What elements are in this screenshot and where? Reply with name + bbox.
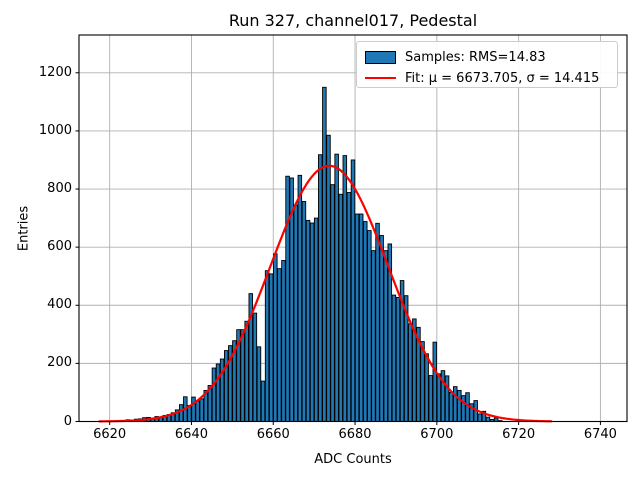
histogram-bar xyxy=(363,221,368,422)
x-tick-label: 6720 xyxy=(502,427,536,442)
histogram-bar xyxy=(277,268,282,422)
histogram-bar xyxy=(477,413,483,422)
y-tick-label: 800 xyxy=(47,181,72,197)
histogram-bar xyxy=(420,341,425,422)
histogram-bar xyxy=(293,204,298,422)
histogram-bar xyxy=(211,367,217,422)
histogram-bar xyxy=(448,391,454,422)
fit-line-icon xyxy=(365,77,396,79)
histogram-bar xyxy=(457,389,462,422)
y-tick-label: 1000 xyxy=(38,122,72,138)
histogram-bar xyxy=(264,270,270,422)
histogram-bar xyxy=(461,395,466,422)
histogram-bar xyxy=(223,350,229,422)
histogram-bar xyxy=(318,154,323,422)
histogram-bar xyxy=(285,175,290,422)
x-tick-label: 6660 xyxy=(256,427,290,442)
histogram-bar xyxy=(305,219,311,422)
x-tick-label: 6740 xyxy=(583,427,617,442)
fit-legend-label: Fit: μ = 6673.705, σ = 14.415 xyxy=(405,70,600,86)
histogram-bar xyxy=(371,250,376,422)
histogram-bar xyxy=(273,253,278,422)
histogram-bar xyxy=(395,296,401,422)
y-tick-label: 400 xyxy=(47,297,72,313)
histogram-bar xyxy=(309,222,315,422)
histogram-bar xyxy=(252,312,258,422)
histogram-bar xyxy=(367,230,372,422)
histogram-bar xyxy=(391,294,397,422)
histogram-bar xyxy=(240,329,245,422)
histogram-bar xyxy=(256,346,262,422)
y-tick-label: 1200 xyxy=(38,64,72,80)
histogram-bar xyxy=(330,184,335,422)
x-tick-label: 6620 xyxy=(93,427,127,442)
x-tick-label: 6680 xyxy=(338,427,372,442)
histogram-bar xyxy=(485,416,491,422)
histogram-bar xyxy=(260,380,266,422)
histogram-bar xyxy=(375,222,380,422)
histogram-bar xyxy=(219,358,225,422)
histogram-bar xyxy=(346,192,352,422)
histogram-bar xyxy=(199,398,204,422)
histogram-bar xyxy=(424,353,429,422)
chart-title: Run 327, channel017, Pedestal xyxy=(228,11,478,30)
fit-curve xyxy=(98,164,553,423)
samples-swatch-icon xyxy=(365,50,396,64)
histogram-bar xyxy=(334,153,339,422)
axes-frame xyxy=(78,34,628,423)
histogram-bar xyxy=(322,86,327,422)
legend-row-samples: Samples: RMS=14.83 xyxy=(365,47,617,67)
histogram-bar xyxy=(432,341,438,422)
histogram-bar xyxy=(338,193,343,422)
histogram-bar xyxy=(268,273,274,422)
histogram-bar xyxy=(301,201,307,422)
histogram-bar xyxy=(215,363,221,422)
histogram-bar xyxy=(436,373,442,422)
histogram-bar xyxy=(428,375,433,422)
histogram-bar xyxy=(452,386,458,422)
x-tick-label: 6640 xyxy=(174,427,208,442)
histogram-bar xyxy=(358,213,364,422)
histogram-bar xyxy=(191,396,196,422)
histogram-bar xyxy=(354,213,360,422)
legend: Samples: RMS=14.83 Fit: μ = 6673.705, σ … xyxy=(356,41,618,88)
histogram-bar xyxy=(444,375,450,422)
histogram-bar xyxy=(178,404,184,422)
histogram-bar xyxy=(383,250,388,422)
y-tick-label: 600 xyxy=(47,239,72,255)
y-tick-label: 0 xyxy=(63,413,72,429)
histogram-bar xyxy=(281,260,286,422)
histogram-bar xyxy=(244,320,249,422)
legend-row-fit: Fit: μ = 6673.705, σ = 14.415 xyxy=(365,68,617,88)
histogram-bar xyxy=(313,217,319,422)
histogram-bar xyxy=(408,323,413,422)
histogram-bar xyxy=(379,235,384,422)
y-tick-label: 200 xyxy=(47,355,72,371)
histogram-bar xyxy=(297,174,303,422)
histogram-bar xyxy=(326,134,331,422)
samples-legend-label: Samples: RMS=14.83 xyxy=(405,49,546,65)
histogram-bar xyxy=(350,159,356,422)
x-axis-label: ADC Counts xyxy=(314,452,392,467)
histogram-bar xyxy=(195,400,200,422)
histogram-bar xyxy=(342,155,348,422)
x-tick-label: 6700 xyxy=(420,427,454,442)
